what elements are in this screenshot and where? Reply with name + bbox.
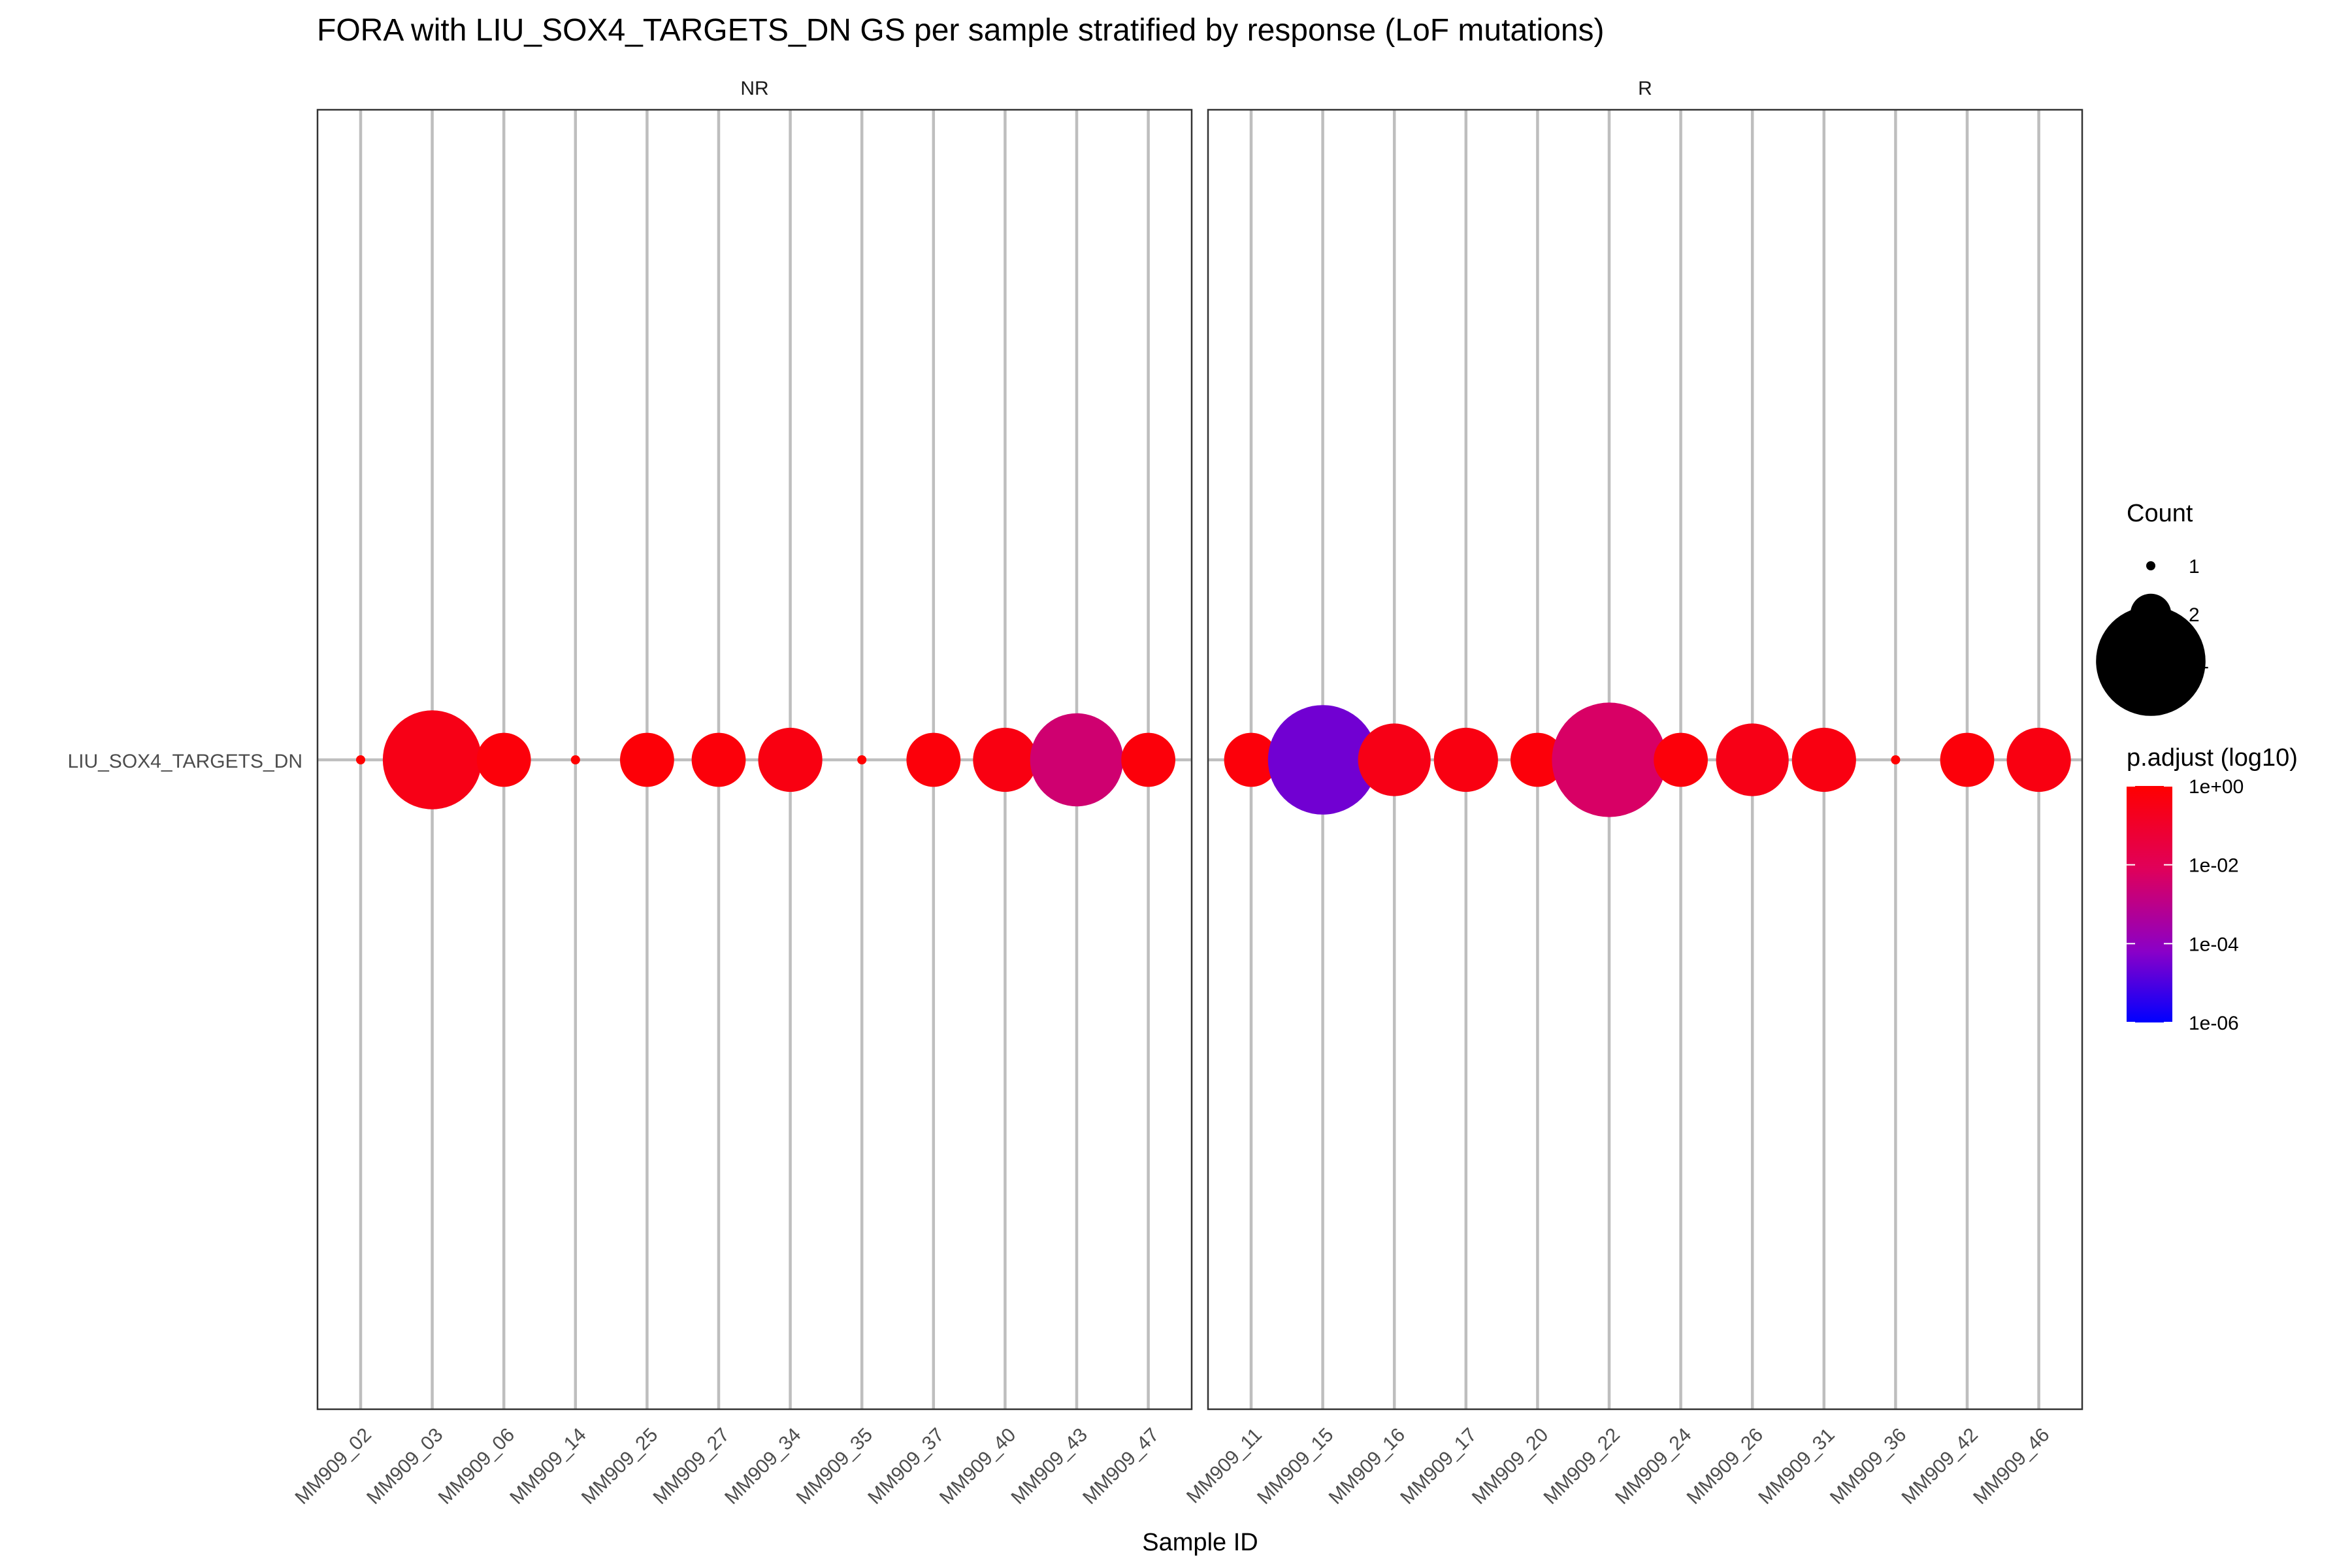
x-tick-label: MM909_11: [1183, 1424, 1266, 1508]
x-tick-label: MM909_14: [506, 1424, 590, 1509]
size-legend-label: 1: [2189, 556, 2200, 578]
x-tick-label: MM909_22: [1539, 1424, 1624, 1509]
color-legend-label: 1e-04: [2189, 934, 2239, 955]
color-legend-title: p.adjust (log10): [2127, 744, 2298, 772]
x-tick-labels: MM909_02MM909_03MM909_06MM909_14MM909_25…: [291, 1424, 2053, 1509]
point-mm909-37: [906, 732, 961, 787]
point-mm909-24: [1654, 732, 1708, 787]
size-legend: Count 1 2 11: [2096, 500, 2209, 716]
x-tick-label: MM909_35: [792, 1424, 877, 1509]
color-legend-bar: [2127, 786, 2172, 1022]
size-legend-key: [2146, 561, 2155, 570]
color-legend: p.adjust (log10) 1e+00 1e-02 1e-04 1e-06: [2127, 744, 2298, 1034]
panel-strip-label-r: R: [1638, 78, 1652, 99]
size-legend-key: [2096, 606, 2206, 716]
color-legend-label: 1e-06: [2189, 1013, 2239, 1034]
point-mm909-17: [1433, 727, 1498, 792]
point-mm909-02: [356, 755, 365, 764]
point-mm909-16: [1358, 723, 1431, 796]
panel-strip-label-nr: NR: [740, 78, 768, 99]
point-mm909-25: [620, 732, 674, 787]
point-mm909-42: [1940, 732, 1995, 787]
point-mm909-20: [1511, 732, 1565, 787]
point-mm909-26: [1716, 723, 1789, 796]
point-mm909-06: [476, 732, 531, 787]
x-tick-label: MM909_17: [1396, 1424, 1480, 1509]
panel-border: [1207, 108, 2083, 1411]
point-mm909-14: [570, 755, 580, 764]
panels-layer: [316, 108, 2083, 1411]
panel-border: [316, 108, 1193, 1411]
point-mm909-34: [758, 727, 823, 792]
point-mm909-15: [1267, 705, 1378, 815]
x-axis-title: Sample ID: [1142, 1529, 1258, 1556]
x-tick-label: MM909_37: [864, 1424, 948, 1509]
point-mm909-40: [973, 727, 1037, 792]
point-mm909-46: [2006, 727, 2071, 792]
size-legend-label: 11: [2189, 651, 2209, 673]
point-mm909-22: [1552, 702, 1667, 817]
size-legend-title: Count: [2127, 500, 2193, 527]
point-mm909-47: [1121, 732, 1175, 787]
point-mm909-35: [857, 755, 867, 764]
x-tick-label: MM909_24: [1611, 1424, 1695, 1509]
point-mm909-03: [382, 710, 482, 809]
color-legend-label: 1e+00: [2189, 776, 2244, 798]
x-tick-label: MM909_43: [1007, 1424, 1091, 1509]
x-tick-label: MM909_26: [1683, 1424, 1767, 1509]
size-legend-items: 1 2 11: [2096, 556, 2209, 716]
panel-nr: [316, 108, 1193, 1411]
x-tick-label: MM909_47: [1079, 1424, 1163, 1509]
x-tick-label: MM909_46: [1969, 1424, 2053, 1509]
y-tick-label: LIU_SOX4_TARGETS_DN: [67, 751, 302, 772]
x-tick-label: MM909_34: [721, 1424, 805, 1509]
x-tick-label: MM909_02: [291, 1424, 375, 1509]
x-tick-label: MM909_36: [1826, 1424, 1910, 1509]
chart-title: FORA with LIU_SOX4_TARGETS_DN GS per sam…: [317, 13, 1605, 48]
point-mm909-31: [1791, 727, 1856, 792]
size-legend-label: 2: [2189, 604, 2200, 626]
point-mm909-36: [1891, 755, 1901, 764]
x-tick-label: MM909_31: [1754, 1424, 1838, 1509]
x-tick-label: MM909_20: [1468, 1424, 1552, 1509]
x-tick-label: MM909_40: [936, 1424, 1020, 1509]
panel-r: [1207, 108, 2083, 1411]
x-tick-label: MM909_25: [578, 1424, 662, 1509]
color-legend-label: 1e-02: [2189, 855, 2239, 877]
point-mm909-27: [691, 732, 746, 787]
x-tick-label: MM909_06: [434, 1424, 519, 1509]
color-legend-ticks: 1e+00 1e-02 1e-04 1e-06: [2127, 776, 2244, 1034]
x-tick-label: MM909_15: [1253, 1424, 1337, 1509]
point-mm909-11: [1224, 732, 1279, 787]
x-tick-label: MM909_42: [1897, 1424, 1982, 1509]
x-tick-label: MM909_16: [1325, 1424, 1409, 1509]
point-mm909-43: [1030, 713, 1124, 807]
x-tick-label: MM909_03: [363, 1424, 447, 1509]
x-tick-label: MM909_27: [649, 1424, 733, 1509]
